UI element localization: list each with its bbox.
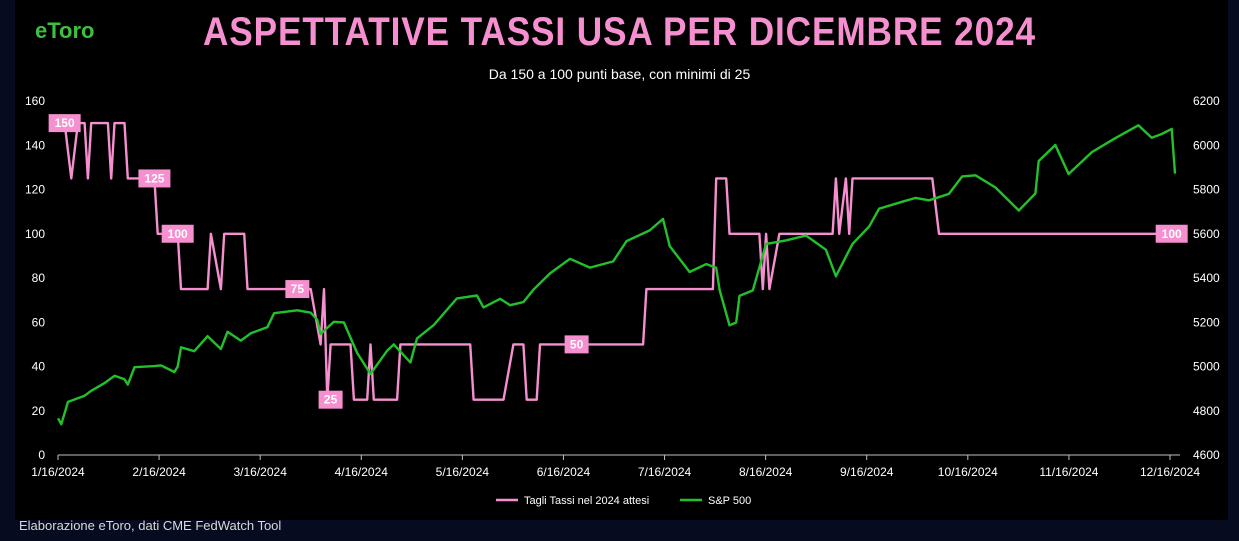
y-left-tick-label: 20 (32, 404, 46, 418)
data-label: 100 (1155, 224, 1188, 243)
y-right-tick-label: 5400 (1193, 271, 1220, 285)
y-left-tick-label: 160 (25, 94, 45, 108)
rates-series-line (63, 121, 1175, 401)
data-label-box (285, 280, 310, 299)
data-label-text: 50 (570, 337, 584, 351)
x-tick-label: 9/16/2024 (840, 465, 894, 479)
x-tick-label: 3/16/2024 (233, 465, 287, 479)
y-right-tick-label: 5200 (1193, 315, 1220, 329)
data-label-box (564, 335, 589, 354)
data-label-text: 75 (291, 282, 305, 296)
x-tick-label: 2/16/2024 (132, 465, 186, 479)
data-label-box (48, 114, 81, 133)
y-right-tick-label: 6200 (1193, 94, 1220, 108)
y-right-tick-label: 6000 (1193, 138, 1220, 152)
data-label-box (1155, 224, 1188, 243)
x-tick-label: 5/16/2024 (436, 465, 490, 479)
y-left-tick-label: 120 (25, 183, 45, 197)
chart-legend: Tagli Tassi nel 2024 attesi S&P 500 (496, 495, 751, 507)
data-label: 75 (285, 280, 310, 299)
legend-label: S&P 500 (708, 495, 751, 507)
data-label-box (161, 224, 194, 243)
data-label-text: 25 (324, 393, 338, 407)
data-label-box (318, 390, 343, 409)
data-label-box (138, 169, 171, 188)
data-label: 150 (48, 114, 81, 133)
legend-sp500: S&P 500 (680, 495, 751, 507)
legend-label: Tagli Tassi nel 2024 attesi (524, 495, 649, 507)
y-left-tick-label: 140 (25, 138, 45, 152)
x-tick-label: 11/16/2024 (1039, 465, 1098, 479)
x-tick-label: 6/16/2024 (537, 465, 591, 479)
data-label: 50 (564, 335, 589, 354)
data-label: 125 (138, 169, 171, 188)
data-label-text: 150 (55, 116, 75, 130)
y-left-tick-label: 0 (38, 448, 45, 462)
y-right-tick-label: 5000 (1193, 360, 1220, 374)
data-label: 25 (318, 390, 343, 409)
data-label-text: 125 (144, 171, 164, 185)
y-right-tick-label: 5600 (1193, 227, 1220, 241)
data-label-text: 100 (1162, 227, 1182, 241)
y-right-tick-label: 4600 (1193, 448, 1220, 462)
sp500-series-line (56, 124, 1177, 426)
chart-subtitle: Da 150 a 100 punti base, con minimi di 2… (488, 66, 751, 82)
x-tick-label: 7/16/2024 (638, 465, 692, 479)
etoro-logo: eToro (35, 18, 95, 43)
x-tick-label: 12/16/2024 (1140, 465, 1200, 479)
x-tick-label: 4/16/2024 (335, 465, 389, 479)
x-tick-label: 8/16/2024 (739, 465, 793, 479)
chart-point-labels: 150 125 100 75 25 50 100 (48, 114, 1188, 409)
chart-axes: 1/16/2024 2/16/2024 3/16/2024 4/16/2024 5/16… (25, 94, 1220, 479)
y-left-tick-label: 80 (32, 271, 46, 285)
y-right-tick-label: 5800 (1193, 183, 1220, 197)
y-left-tick-label: 60 (32, 315, 46, 329)
source-note: Elaborazione eToro, dati CME FedWatch To… (19, 518, 282, 533)
y-left-tick-label: 40 (32, 360, 46, 374)
x-tick-label: 10/16/2024 (938, 465, 998, 479)
x-tick-label: 1/16/2024 (31, 465, 85, 479)
data-label: 100 (161, 224, 194, 243)
legend-rates: Tagli Tassi nel 2024 attesi (496, 495, 649, 507)
chart-title: ASPETTATIVE TASSI USA PER DICEMBRE 2024 (202, 10, 1036, 54)
chart-panel (15, 0, 1228, 520)
y-right-tick-label: 4800 (1193, 404, 1220, 418)
data-label-text: 100 (168, 227, 188, 241)
chart-lines (56, 121, 1177, 426)
y-left-tick-label: 100 (25, 227, 45, 241)
